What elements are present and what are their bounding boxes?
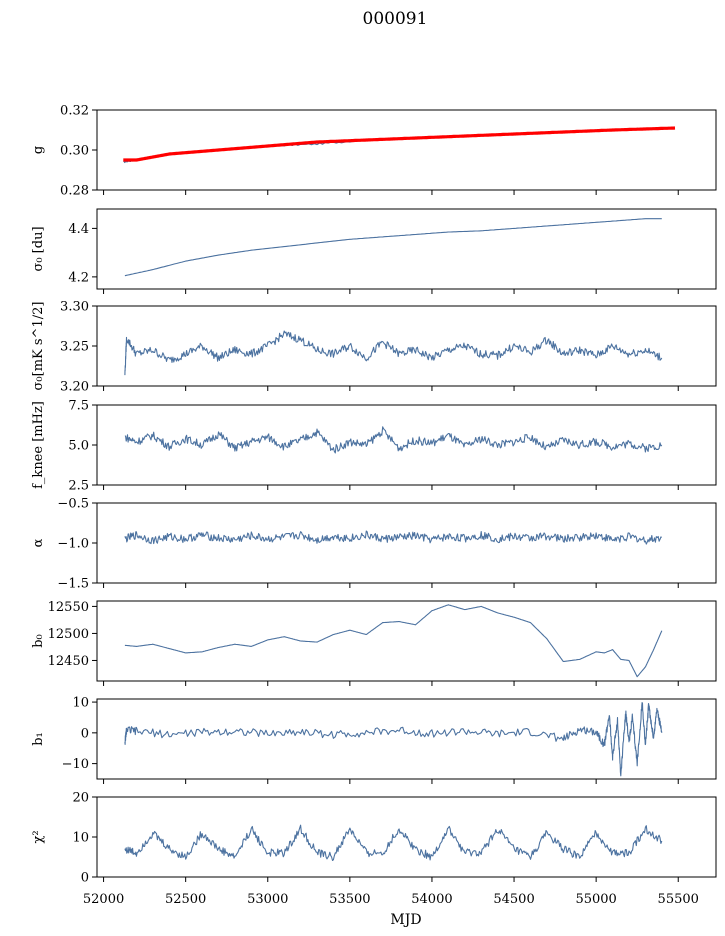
x-axis-ticks: 52000 52500 53000 53500 54000 54500 55000 55500 <box>83 892 699 907</box>
x-tick-label: 55500 <box>658 892 699 907</box>
axes-frame <box>96 600 717 682</box>
figure-title: 000091 <box>363 9 428 29</box>
y-tick-label: −0.5 <box>57 497 89 512</box>
x-tick-label: 55000 <box>575 892 616 907</box>
panels: 0.28 0.30 0.32 g 4.2 4.4 σ₀ [du] 3.20 3.25 3.30 σ₀… <box>31 104 717 886</box>
y-tick-label: 12450 <box>48 654 89 669</box>
series-line <box>124 330 663 376</box>
series-line <box>124 426 663 454</box>
x-tick-label: 54000 <box>411 892 452 907</box>
panel-2: 4.2 4.4 σ₀ [du] <box>31 208 717 294</box>
y-axis-label: α <box>31 538 46 547</box>
y-axis-label: σ₀[mK s^1/2] <box>31 302 46 391</box>
y-tick-label: 10 <box>72 831 89 846</box>
y-axis-label: g <box>31 146 46 154</box>
y-tick-label: 12550 <box>48 600 89 615</box>
series-line <box>123 127 662 164</box>
y-tick-label: 2.5 <box>68 479 89 494</box>
y-tick-label: 3.25 <box>60 340 89 355</box>
panel-4: 2.5 5.0 7.5 f_knee [mHz] <box>31 399 717 494</box>
x-tick-label: 54500 <box>493 892 534 907</box>
y-tick-label: 0 <box>81 726 89 741</box>
axes-frame <box>96 305 717 387</box>
y-tick-label: 3.20 <box>60 380 89 395</box>
y-tick-label: 5.0 <box>68 439 89 454</box>
x-axis-label: MJD <box>390 912 421 928</box>
series-line <box>124 701 663 777</box>
y-tick-label: 0.28 <box>60 184 89 199</box>
axes-frame <box>96 208 717 290</box>
x-tick-label: 52500 <box>165 892 206 907</box>
y-tick-label: 7.5 <box>68 399 89 414</box>
y-tick-label: 0.30 <box>60 144 89 159</box>
y-tick-label: 10 <box>72 696 89 711</box>
series-line <box>124 604 663 678</box>
panel-5: −1.5 −1.0 −0.5 α <box>31 497 717 592</box>
y-tick-label: 4.2 <box>68 270 89 285</box>
y-axis-label: b₀ <box>31 634 46 648</box>
axes-frame <box>96 502 717 584</box>
y-axis-label: f_knee [mHz] <box>31 401 46 489</box>
y-tick-label: 12500 <box>48 627 89 642</box>
series-line <box>124 218 662 277</box>
series-line <box>124 824 663 862</box>
y-tick-label: 0 <box>81 871 89 886</box>
panel-6: 12450 12500 12550 b₀ <box>31 600 717 686</box>
y-tick-label: 4.4 <box>68 222 89 237</box>
y-tick-label: −1.5 <box>57 577 89 592</box>
panel-7: −10 0 10 b₁ <box>31 696 717 784</box>
x-tick-label: 53000 <box>247 892 288 907</box>
panel-1: 0.28 0.30 0.32 g <box>31 104 717 199</box>
y-tick-label: −1.0 <box>57 537 89 552</box>
series-fit-line <box>121 126 676 162</box>
y-axis-label: χ² <box>31 830 46 843</box>
axes-frame <box>96 698 717 780</box>
y-tick-label: 20 <box>72 791 89 806</box>
x-tick-label: 53500 <box>329 892 370 907</box>
y-tick-label: 3.30 <box>60 300 89 315</box>
x-tick-label: 52000 <box>83 892 124 907</box>
series-line <box>124 530 663 545</box>
y-axis-label: b₁ <box>31 732 46 746</box>
axes-frame <box>96 109 717 191</box>
y-axis-label: σ₀ [du] <box>31 226 46 271</box>
y-tick-label: 0.32 <box>60 104 89 119</box>
y-tick-label: −10 <box>62 757 89 772</box>
panel-3: 3.20 3.25 3.30 σ₀[mK s^1/2] <box>31 300 717 395</box>
panel-8: 0 10 20 χ² <box>31 791 717 886</box>
